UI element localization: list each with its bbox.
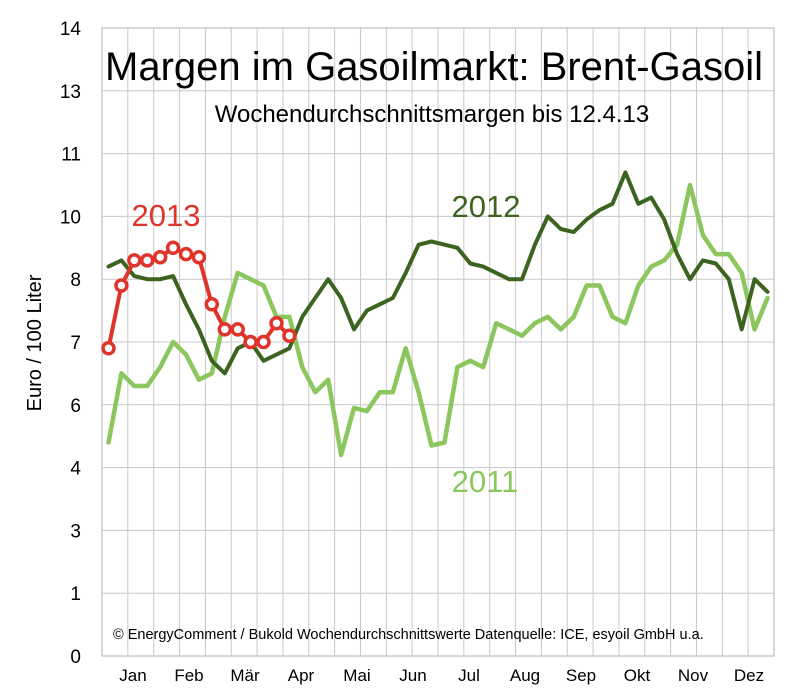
- source-footnote: © EnergyComment / Bukold Wochendurchschn…: [113, 627, 704, 643]
- y-tick-label: 3: [70, 521, 81, 542]
- data-point-2013: [204, 297, 220, 312]
- series-line-2011: [106, 182, 770, 458]
- y-tick-label: 7: [70, 333, 81, 354]
- data-point-2013: [139, 253, 155, 268]
- x-tick-label: Apr: [288, 666, 315, 685]
- data-point-2013: [165, 240, 181, 256]
- series-label-2012: 2012: [452, 189, 521, 224]
- data-point-2013: [101, 341, 116, 356]
- data-point-2013: [114, 278, 129, 293]
- x-tick-label: Nov: [678, 666, 709, 685]
- x-tick-label: Jun: [399, 666, 426, 685]
- y-tick-label: 13: [60, 82, 81, 103]
- data-point-2013: [217, 322, 233, 337]
- y-tick-label: 10: [60, 207, 81, 228]
- x-tick-label: Mär: [230, 666, 260, 685]
- series-markers: [101, 240, 297, 356]
- data-point-2013: [269, 315, 284, 331]
- data-point-2013: [178, 246, 194, 262]
- data-point-2013: [127, 253, 142, 268]
- series-label-2013: 2013: [132, 198, 201, 233]
- data-point-2013: [256, 334, 271, 350]
- y-tick-label: 1: [70, 584, 81, 605]
- x-tick-label: Sep: [566, 666, 596, 685]
- x-tick-label: Feb: [174, 666, 203, 685]
- y-axis-label: Euro / 100 Liter: [24, 274, 46, 411]
- y-tick-label: 4: [70, 459, 81, 480]
- data-point-2013: [243, 334, 258, 350]
- data-point-2013: [152, 249, 168, 265]
- y-tick-label: 8: [70, 270, 81, 291]
- x-axis-tick-labels: Jan Feb Mär Apr Mai Jun Jul Aug Sep Okt Nov Dez: [119, 666, 764, 685]
- x-tick-label: Jan: [119, 666, 146, 685]
- x-tick-label: Mai: [343, 666, 370, 685]
- x-tick-label: Aug: [510, 666, 540, 685]
- x-tick-label: Okt: [624, 666, 651, 685]
- data-point-2013: [191, 249, 207, 265]
- y-tick-label: 11: [61, 145, 81, 166]
- x-tick-label: Jul: [458, 666, 480, 685]
- chart-title: Margen im Gasoilmarkt: Brent-Gasoil: [105, 45, 763, 89]
- y-tick-label: 0: [70, 647, 81, 668]
- series-line-2012: [106, 170, 770, 376]
- y-tick-label: 6: [70, 396, 81, 417]
- x-tick-label: Dez: [734, 666, 764, 685]
- series-label-2011: 2011: [452, 464, 519, 499]
- data-point-2013: [282, 328, 297, 343]
- y-tick-label: 14: [60, 19, 82, 40]
- data-point-2013: [230, 322, 245, 337]
- chart-subtitle: Wochendurchschnittsmargen bis 12.4.13: [215, 101, 649, 128]
